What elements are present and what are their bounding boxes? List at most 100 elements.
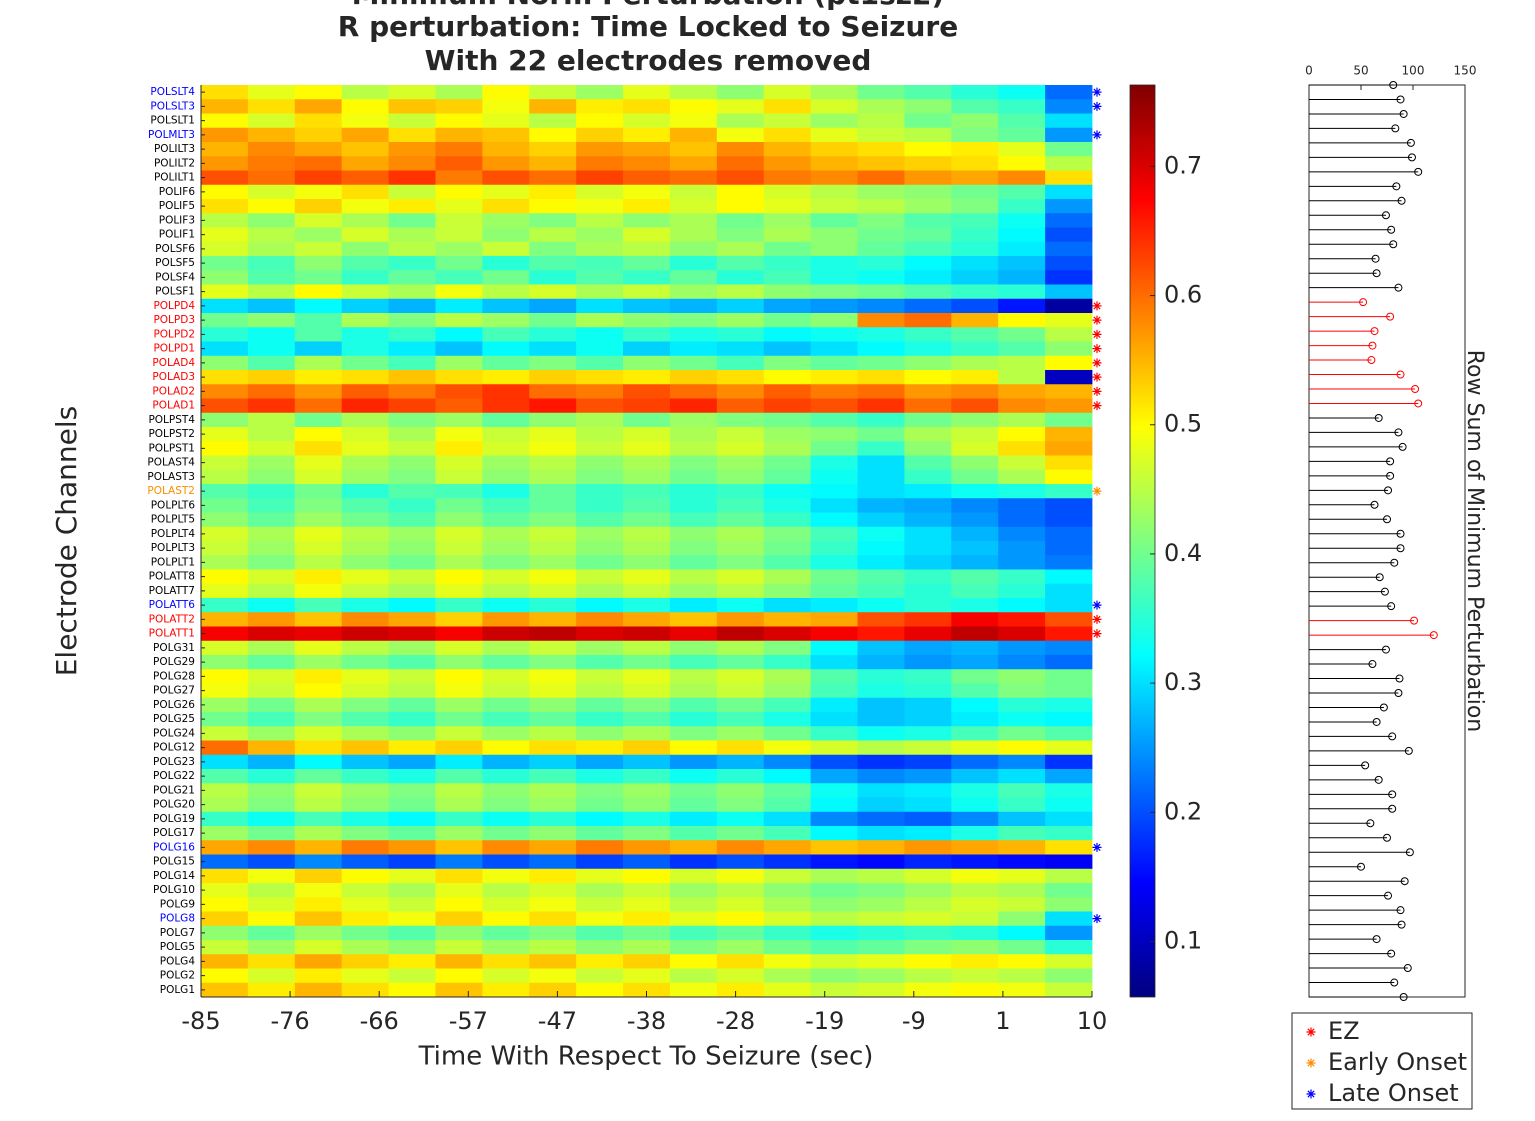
heatmap-cell	[435, 384, 483, 399]
heatmap-cell	[529, 184, 577, 200]
heatmap-cell	[576, 598, 624, 613]
heatmap-cell	[388, 897, 436, 912]
heatmap-cell	[341, 199, 389, 214]
heatmap-cell	[904, 598, 952, 613]
heatmap-cell	[201, 256, 249, 271]
heatmap-cell	[435, 655, 483, 670]
heatmap-cell	[669, 883, 718, 898]
heatmap-cell	[857, 384, 905, 399]
heatmap-cell	[201, 156, 249, 171]
heatmap-cell	[623, 441, 671, 456]
heatmap-cell	[763, 156, 812, 171]
heatmap-cell	[576, 783, 624, 798]
heatmap-cell	[810, 156, 858, 171]
heatmap-cell	[857, 683, 905, 699]
heatmap-cell	[247, 113, 296, 129]
heatmap-cell	[904, 683, 952, 699]
heatmap-cell	[1045, 512, 1093, 528]
heatmap-cell	[341, 968, 389, 984]
stem-marker	[1397, 196, 1406, 205]
heatmap-cell	[716, 669, 765, 684]
heatmap-cell	[623, 142, 671, 157]
channel-label: POLATT7	[149, 585, 195, 597]
heatmap-cell	[576, 327, 624, 342]
heatmap-cell	[998, 99, 1046, 114]
heatmap-cell	[294, 142, 343, 157]
heatmap-cell	[576, 712, 624, 727]
heatmap-cell	[857, 754, 905, 770]
heatmap-cell	[669, 740, 718, 756]
heatmap-cell	[1045, 854, 1093, 870]
heatmap-cell	[763, 968, 812, 984]
heatmap-cell	[576, 612, 624, 627]
heatmap-cell	[482, 227, 530, 243]
stem-marker	[1370, 327, 1379, 336]
heatmap-cell	[810, 868, 858, 884]
heatmap-cell	[857, 697, 905, 713]
heatmap-cell	[623, 769, 671, 784]
heatmap-cell	[951, 469, 999, 485]
heatmap-cell	[1045, 184, 1093, 200]
heatmap-cell	[1045, 327, 1093, 342]
heatmap-cell	[904, 355, 952, 371]
heatmap-cell	[341, 412, 389, 428]
stem-marker	[1414, 399, 1423, 408]
heatmap-cell	[810, 712, 858, 727]
heatmap-cell	[529, 726, 577, 741]
channel-label: POLPST2	[148, 428, 195, 440]
heatmap-cell	[763, 355, 812, 371]
heatmap-cell	[998, 199, 1046, 214]
heatmap-cell	[763, 170, 812, 186]
heatmap-cell	[435, 469, 483, 485]
heatmap-cell	[388, 712, 436, 727]
heatmap-cell	[294, 555, 343, 570]
heatmap-cell	[247, 199, 296, 214]
heatmap-cell	[904, 99, 952, 114]
heatmap-cell	[294, 270, 343, 285]
onset-marker	[1092, 401, 1102, 411]
heatmap-cell	[904, 498, 952, 513]
heatmap-cell	[388, 170, 436, 186]
heatmap-cell	[294, 925, 343, 941]
heatmap-cell	[904, 783, 952, 798]
heatmap-cell	[576, 213, 624, 228]
heatmap-cell	[857, 241, 905, 257]
heatmap-cell	[435, 355, 483, 371]
heatmap-cell	[529, 284, 577, 300]
heatmap-cell	[529, 968, 577, 984]
heatmap-cell	[482, 697, 530, 713]
channel-label: POLG2	[160, 970, 195, 982]
heatmap-cell	[529, 384, 577, 399]
heatmap-cell	[576, 669, 624, 684]
heatmap-cell	[904, 241, 952, 257]
heatmap-cell	[623, 313, 671, 328]
heatmap-cell	[763, 213, 812, 228]
heatmap-cell	[482, 712, 530, 727]
heatmap-cell	[341, 612, 389, 627]
heatmap-cell	[716, 982, 765, 998]
heatmap-cell	[529, 640, 577, 656]
heatmap-cell	[388, 484, 436, 499]
legend-marker	[1306, 1027, 1316, 1037]
legend-box	[1291, 1012, 1473, 1110]
heatmap-cell	[904, 199, 952, 214]
heatmap-cell	[294, 840, 343, 855]
heatmap-cell	[857, 270, 905, 285]
stem-marker	[1388, 732, 1397, 741]
heatmap-cell	[716, 925, 765, 941]
channel-label: POLG16	[153, 841, 195, 853]
heatmap-cell	[341, 940, 389, 955]
heatmap-cell	[763, 583, 812, 599]
heatmap-cell	[951, 213, 999, 228]
onset-marker	[1092, 87, 1102, 97]
heatmap-cell	[341, 256, 389, 271]
colorbar-tick-label: 0.1	[1164, 926, 1202, 954]
heatmap-cell	[857, 484, 905, 499]
heatmap-cell	[998, 341, 1046, 357]
heatmap-cell	[576, 541, 624, 556]
heatmap-cell	[810, 170, 858, 186]
heatmap-cell	[247, 469, 296, 485]
heatmap-cell	[810, 270, 858, 285]
x-tick-label: 1	[995, 1007, 1010, 1035]
heatmap-cell	[857, 569, 905, 585]
